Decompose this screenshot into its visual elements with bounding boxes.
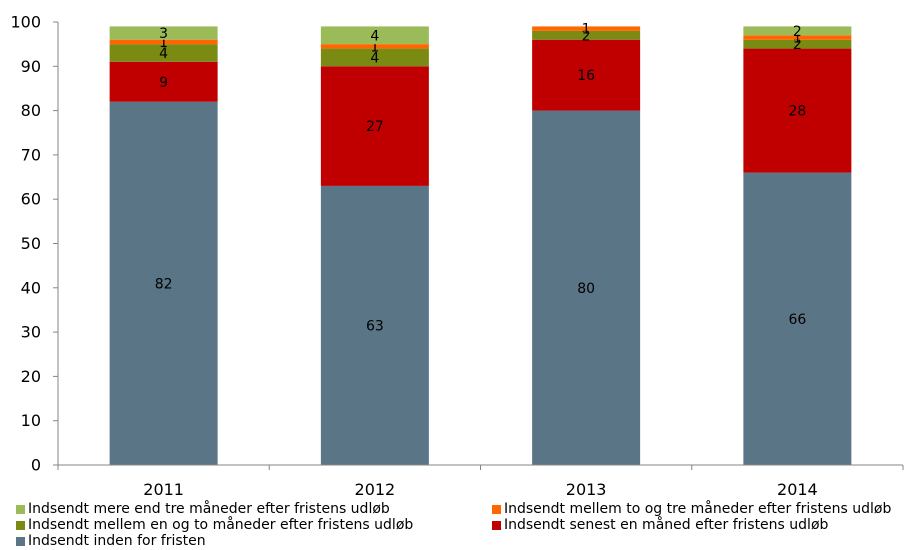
legend-item-within-one-month: Indsendt senest en måned efter fristens …: [492, 517, 828, 534]
y-tick-label: 50: [21, 234, 41, 253]
bar-segment: [320, 185, 429, 465]
legend-item-one-to-two-months: Indsendt mellem en og to måneder efter f…: [16, 517, 413, 534]
data-label: 4: [159, 46, 168, 62]
x-tick-label: 2013: [566, 480, 607, 499]
bar-segment: [532, 110, 641, 465]
bar-segment: [109, 26, 218, 40]
x-tick-label: 2012: [355, 480, 396, 499]
bar-segment: [743, 48, 852, 173]
bar-segment: [320, 44, 429, 49]
legend-label-one-to-two-months: Indsendt mellem en og to måneder efter f…: [28, 517, 414, 533]
x-axis: 2011 2012 2013 2014: [57, 464, 904, 499]
y-axis: 0 10 20 30 40 50 60 70 80 90 100: [10, 13, 59, 475]
bar-segment: [320, 66, 429, 186]
y-tick-label: 100: [10, 13, 41, 32]
bar-segment: [532, 30, 641, 40]
data-label: 4: [370, 50, 379, 66]
data-label: 1: [582, 22, 591, 38]
legend-swatch-two-to-three-months: [492, 505, 501, 514]
legend-label-within-one-month: Indsendt senest en måned efter fristens …: [504, 517, 829, 533]
y-tick-label: 0: [31, 456, 41, 475]
x-tick-label: 2014: [777, 480, 818, 499]
bar-segment: [743, 172, 852, 465]
data-label: 1: [370, 39, 379, 55]
x-tick-label: 2011: [143, 480, 184, 499]
y-tick-label: 60: [21, 190, 41, 209]
y-tick-label: 10: [21, 411, 41, 430]
data-label: 2: [582, 28, 591, 44]
bar-segment: [743, 26, 852, 36]
data-label: 4: [370, 28, 379, 44]
y-tick-label: 40: [21, 278, 41, 297]
legend-swatch-on-time: [16, 537, 25, 546]
data-label: 2: [793, 24, 802, 40]
legend-swatch-one-to-two-months: [16, 521, 25, 530]
bar-segment: [320, 48, 429, 67]
data-label: 3: [159, 26, 168, 42]
bar-segment: [743, 35, 852, 40]
data-label: 66: [788, 312, 806, 328]
y-tick-label: 70: [21, 145, 41, 164]
bar-segment: [109, 39, 218, 45]
y-tick-label: 80: [21, 101, 41, 120]
legend-swatch-within-one-month: [492, 521, 501, 530]
data-label: 9: [159, 75, 168, 91]
legend-item-two-to-three-months: Indsendt mellem to og tre måneder efter …: [492, 501, 891, 518]
legend-item-over-three-months: Indsendt mere end tre måneder efter fris…: [16, 501, 390, 518]
legend-item-on-time: Indsendt inden for fristen: [16, 533, 206, 550]
data-label: 27: [366, 119, 384, 135]
legend-label-over-three-months: Indsendt mere end tre måneder efter fris…: [28, 501, 390, 517]
data-label: 1: [159, 35, 168, 51]
legend-swatch-over-three-months: [16, 505, 25, 514]
bar-segment: [109, 61, 218, 102]
data-label: 63: [366, 318, 384, 334]
bar-segment: [109, 101, 218, 466]
data-label: 2: [793, 37, 802, 53]
y-tick-label: 30: [21, 323, 41, 342]
bar-segment: [532, 39, 641, 111]
bar-segment: [743, 39, 852, 49]
legend-label-on-time: Indsendt inden for fristen: [28, 533, 206, 549]
data-label: 16: [577, 68, 595, 84]
bar-segment: [532, 26, 641, 31]
data-label: 82: [155, 276, 173, 292]
y-tick-label: 20: [21, 367, 41, 386]
data-label: 1: [793, 31, 802, 47]
y-tick-label: 90: [21, 57, 41, 76]
data-label: 80: [577, 281, 595, 297]
data-label: 28: [788, 104, 806, 120]
legend-label-two-to-three-months: Indsendt mellem to og tre måneder efter …: [504, 501, 892, 517]
bar-segment: [109, 44, 218, 62]
bar-segment: [320, 26, 429, 45]
